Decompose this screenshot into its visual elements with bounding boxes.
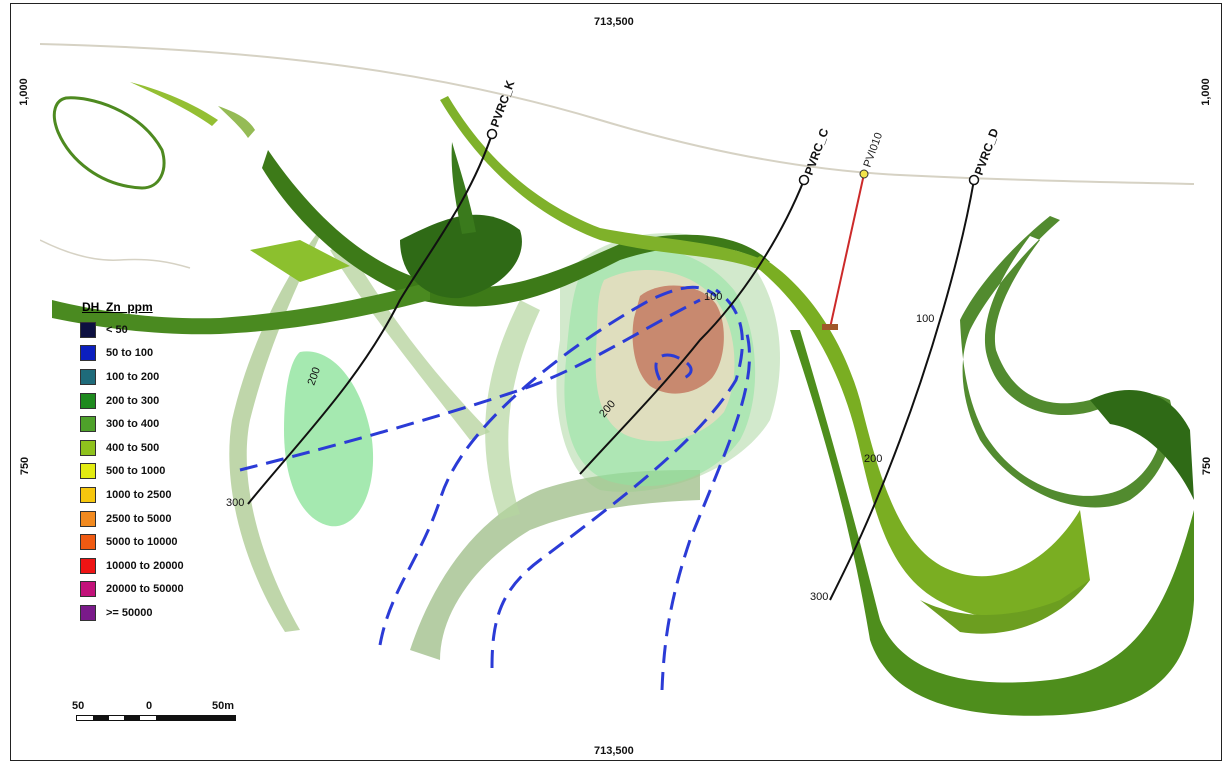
legend-item-label: 5000 to 10000 <box>106 536 178 549</box>
drillhole-pvrc-d-label: PVRC_D <box>972 126 1002 177</box>
legend-item: < 50 <box>80 318 184 342</box>
pale-vein-mid <box>330 244 490 440</box>
drillhole-pvrc-k-trace <box>247 133 493 505</box>
legend-swatch <box>80 463 96 480</box>
legend-swatch <box>80 557 96 574</box>
pale-vein-lower <box>410 470 700 660</box>
upper-sliver-2 <box>218 106 255 138</box>
drillhole-pvrc-c-depth-100: 100 <box>704 291 722 303</box>
legend-item: >= 50000 <box>80 601 184 625</box>
legend-item: 2500 to 5000 <box>80 507 184 531</box>
drillhole-pvrc-d-trace <box>829 179 975 601</box>
drillhole-pvrc-c-collar <box>798 174 810 186</box>
upper-sliver <box>130 82 218 126</box>
easting-label-top: 713,500 <box>594 16 634 28</box>
green-spike <box>451 142 476 234</box>
legend-swatch <box>80 368 96 385</box>
green-arrow-left <box>250 240 350 282</box>
scale-bar-graphic <box>76 715 236 721</box>
green-band-left <box>52 282 430 335</box>
drillhole-pvrc-d-collar <box>968 174 980 186</box>
scale-label-right: 50m <box>212 700 235 712</box>
legend-item-label: < 50 <box>106 323 128 336</box>
legend-item-label: 300 to 400 <box>106 418 160 431</box>
green-lower-mound <box>920 580 1090 634</box>
drillhole-pvrc-d-depth-300: 300 <box>810 591 828 603</box>
legend-item-label: >= 50000 <box>106 606 153 619</box>
scale-bar: 50 0 50m <box>72 700 252 730</box>
legend-swatch <box>80 604 96 621</box>
fault-lines <box>239 285 751 691</box>
pale-vein-left <box>229 232 320 632</box>
legend-item-label: 200 to 300 <box>106 394 160 407</box>
legend-item-label: 400 to 500 <box>106 441 160 454</box>
fault-line-5 <box>654 353 693 382</box>
green-band-upper <box>262 150 770 307</box>
drillhole-pvrc-c-trace <box>579 179 805 475</box>
legend-swatch <box>80 392 96 409</box>
scale-label-zero: 0 <box>146 700 153 712</box>
legend-item: 500 to 1000 <box>80 460 184 484</box>
drillhole-pvrc-k-depth-200: 200 <box>306 366 324 387</box>
drillhole-pvi010: PVI010 <box>822 131 885 330</box>
legend-item: 10000 to 20000 <box>80 554 184 578</box>
legend-item: 300 to 400 <box>80 412 184 436</box>
green-wedge <box>400 214 522 299</box>
legend: DH_Zn_ppm < 50 50 to 100 100 to 200 200 to … <box>80 300 184 625</box>
legend-swatch <box>80 439 96 456</box>
legend-swatch <box>80 416 96 433</box>
drillhole-pvi010-interval <box>822 324 838 330</box>
legend-item-label: 100 to 200 <box>106 370 160 383</box>
green-vein-far-right-2 <box>1090 390 1194 500</box>
legend-item-label: 500 to 1000 <box>106 465 166 478</box>
legend-swatch <box>80 581 96 598</box>
drillhole-pvrc-d: PVRC_D 100 200 300 <box>810 126 1002 603</box>
topography-lower-line <box>40 239 191 269</box>
legend-item-label: 50 to 100 <box>106 347 154 360</box>
legend-item: 100 to 200 <box>80 365 184 389</box>
fault-line-2 <box>378 285 717 646</box>
legend-item: 50 to 100 <box>80 342 184 366</box>
scale-label-left: 50 <box>72 700 85 712</box>
drillhole-pvrc-k-label: PVRC_K <box>488 78 518 129</box>
drillhole-pvi010-label: PVI010 <box>862 131 886 169</box>
drillhole-pvrc-k-collar <box>486 128 498 140</box>
legend-item-label: 10000 to 20000 <box>106 559 184 572</box>
drillhole-pvrc-d-depth-100: 100 <box>916 313 934 325</box>
fault-line-3 <box>490 288 744 669</box>
drillhole-pvrc-d-depth-200: 200 <box>864 453 882 465</box>
drillhole-pvrc-k-depth-300: 300 <box>226 497 244 509</box>
legend-swatch <box>80 510 96 527</box>
legend-item: 5000 to 10000 <box>80 530 184 554</box>
legend-item-label: 20000 to 50000 <box>106 583 184 596</box>
green-vein-right <box>750 256 1090 620</box>
legend-item: 200 to 300 <box>80 389 184 413</box>
legend-swatch <box>80 345 96 362</box>
legend-swatch <box>80 321 96 338</box>
legend-item: 400 to 500 <box>80 436 184 460</box>
green-crest <box>440 96 768 270</box>
fault-line-1 <box>239 298 701 472</box>
easting-label-bottom: 713,500 <box>594 745 634 757</box>
legend-swatch <box>80 534 96 551</box>
topography-line <box>40 43 1194 185</box>
green-vein-right-outer <box>790 330 1194 716</box>
legend-item: 20000 to 50000 <box>80 578 184 602</box>
drillhole-pvi010-trace <box>829 173 865 329</box>
legend-item-label: 1000 to 2500 <box>106 488 172 501</box>
legend-title: DH_Zn_ppm <box>82 300 153 314</box>
pale-vein-strip <box>485 300 540 520</box>
upper-left-loop <box>52 96 166 190</box>
legend-items: < 50 50 to 100 100 to 200 200 to 300 300 to … <box>80 318 184 625</box>
fault-line-4 <box>660 329 751 691</box>
legend-item: 1000 to 2500 <box>80 483 184 507</box>
legend-item-label: 2500 to 5000 <box>106 512 172 525</box>
translucent-body-left <box>284 351 374 527</box>
green-vein-far-right <box>960 216 1173 508</box>
drillhole-pvi010-collar <box>859 169 869 179</box>
legend-swatch <box>80 486 96 503</box>
